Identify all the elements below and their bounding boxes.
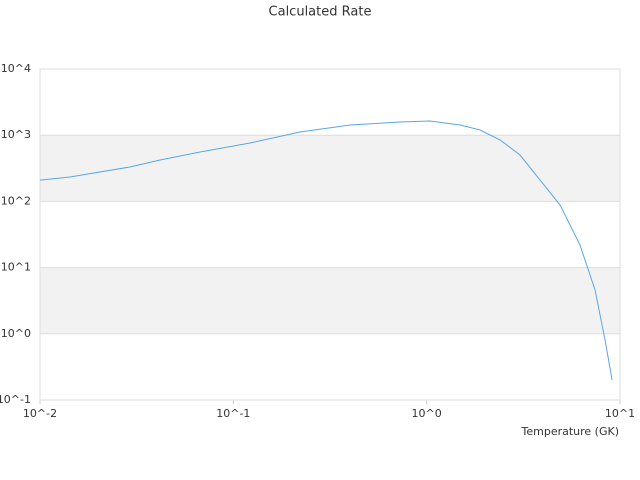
chart-title: Calculated Rate (269, 5, 372, 20)
x-tick-label: 10^-1 (216, 407, 250, 420)
y-tick-label: 10^4 (1, 62, 31, 75)
data-line (39, 120, 613, 381)
y-tick-label: 10^1 (1, 261, 31, 274)
y-tick-label: 10^3 (1, 128, 31, 141)
x-tick-label: 10^1 (605, 407, 635, 420)
y-tick-label: 10^-1 (0, 393, 31, 406)
grid-band (40, 267, 620, 334)
plot-frame (39, 68, 621, 401)
grid-band (40, 135, 620, 202)
x-tick-label: 10^0 (412, 407, 442, 420)
y-tick-label: 10^0 (1, 327, 31, 340)
x-axis-label: Temperature (GK) (521, 425, 620, 438)
y-tick-label: 10^2 (1, 194, 31, 207)
x-tick-label: 10^-2 (23, 407, 57, 420)
